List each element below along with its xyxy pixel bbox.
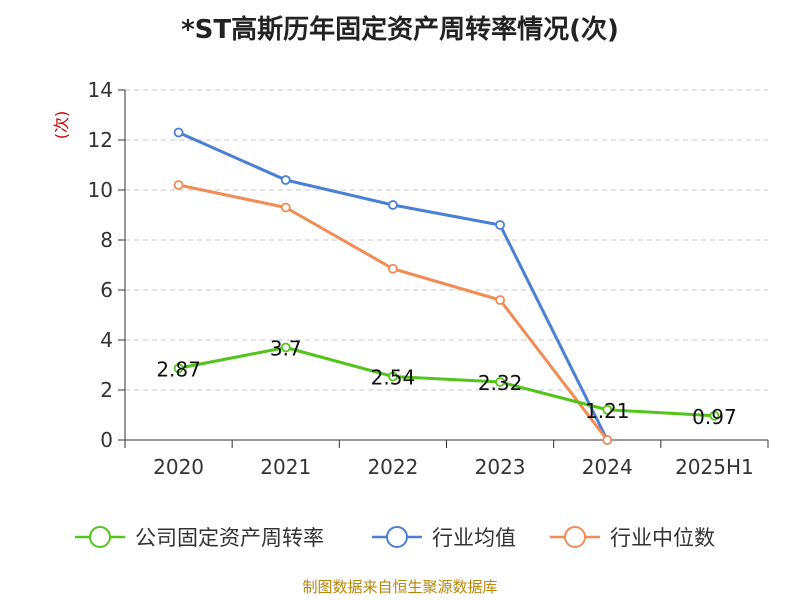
y-tick-label: 2 bbox=[100, 378, 113, 402]
data-point bbox=[280, 202, 291, 213]
data-label: 3.7 bbox=[270, 337, 302, 361]
x-tick-label: 2025H1 bbox=[675, 455, 754, 479]
legend-swatch-marker bbox=[564, 526, 586, 548]
x-tick-label: 2021 bbox=[260, 455, 311, 479]
legend-label: 行业均值 bbox=[432, 526, 516, 550]
series-line-0 bbox=[178, 346, 715, 418]
data-point bbox=[602, 404, 613, 415]
y-axis-unit: (次) bbox=[52, 111, 71, 140]
data-point bbox=[280, 175, 291, 185]
legend-label: 公司固定资产周转率 bbox=[135, 526, 324, 550]
y-tick-label: 6 bbox=[100, 278, 113, 302]
x-tick-label: 2022 bbox=[367, 455, 418, 479]
x-tick-label: 2023 bbox=[475, 455, 526, 479]
data-point bbox=[495, 220, 505, 230]
axes: 0 2 4 6 8 10 12 14 2020 2021 2022 2023 2024 2025H1 bbox=[88, 78, 769, 479]
legend-label: 行业中位数 bbox=[610, 526, 715, 550]
data-labels: 2.87 3.7 2.54 2.32 1.21 0.97 bbox=[156, 337, 736, 429]
data-point bbox=[495, 295, 505, 305]
data-label: 2.54 bbox=[371, 366, 416, 390]
data-point bbox=[173, 127, 184, 138]
data-label: 2.87 bbox=[156, 357, 201, 381]
chart-title: *ST高斯历年固定资产周转率情况(次) bbox=[181, 14, 619, 45]
data-point bbox=[602, 435, 613, 445]
data-point bbox=[388, 371, 398, 382]
y-tick-label: 10 bbox=[88, 178, 113, 202]
y-tick-label: 8 bbox=[100, 228, 113, 252]
data-point bbox=[173, 363, 184, 374]
x-tick-label: 2024 bbox=[582, 455, 633, 479]
series-lines bbox=[173, 127, 720, 445]
data-point bbox=[388, 263, 398, 274]
source-note: 制图数据来自恒生聚源数据库 bbox=[302, 578, 497, 596]
legend: 公司固定资产周转率 行业均值 行业中位数 bbox=[75, 526, 715, 550]
data-label: 1.21 bbox=[585, 399, 630, 423]
data-point bbox=[280, 342, 291, 353]
grid-lines bbox=[125, 89, 768, 391]
y-tick-label: 4 bbox=[100, 328, 113, 352]
data-label: 0.97 bbox=[692, 405, 737, 429]
data-point bbox=[495, 377, 505, 387]
x-tick-label: 2020 bbox=[153, 455, 204, 479]
data-label: 2.32 bbox=[478, 371, 523, 395]
data-point bbox=[388, 200, 398, 210]
y-tick-label: 12 bbox=[88, 128, 113, 152]
y-tick-label: 0 bbox=[100, 428, 113, 452]
data-point bbox=[709, 410, 720, 421]
y-tick-label: 14 bbox=[88, 78, 113, 102]
legend-swatch-marker bbox=[89, 526, 111, 548]
data-point bbox=[173, 180, 184, 190]
legend-swatch-marker bbox=[386, 526, 408, 548]
